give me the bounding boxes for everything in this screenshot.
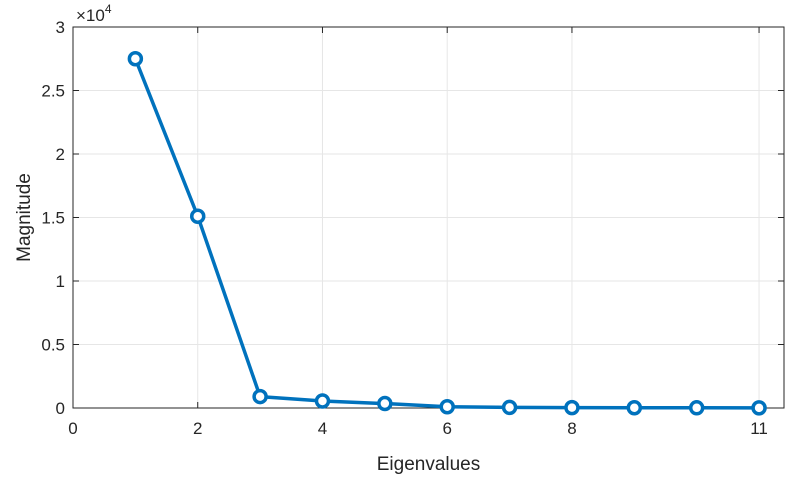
data-point-marker: [377, 395, 393, 412]
data-point-marker: [189, 208, 206, 224]
data-series: [127, 51, 767, 416]
data-point-marker: [688, 400, 705, 416]
y-tick-label: 3: [56, 18, 65, 37]
y-axis-label: Magnitude: [14, 173, 35, 262]
x-tick-label: 4: [318, 419, 327, 438]
data-point-marker: [439, 398, 455, 415]
data-point-marker: [252, 388, 268, 405]
x-tick-label: 0: [68, 419, 77, 438]
y-tick-label: 2: [56, 145, 65, 164]
y-tick-label: 0: [56, 399, 65, 418]
y-axis-exponent-power: 4: [105, 2, 112, 16]
y-tick-label: 1.5: [41, 209, 65, 228]
data-point-marker: [564, 399, 580, 416]
y-axis-exponent: ×104: [76, 2, 112, 25]
data-point-marker: [127, 51, 144, 67]
y-tick-label: 1: [56, 272, 65, 291]
data-point-marker: [501, 399, 518, 416]
x-axis-label: Eigenvalues: [377, 454, 481, 475]
y-tick-label: 0.5: [41, 336, 65, 355]
data-point-marker: [314, 393, 331, 409]
x-tick-label: 6: [442, 419, 451, 438]
x-tick-label: 8: [567, 419, 576, 438]
y-tick-label: 2.5: [41, 82, 65, 101]
x-tick-label: 2: [193, 419, 202, 438]
y-axis-exponent-base: ×10: [76, 6, 105, 25]
data-point-marker: [751, 400, 767, 416]
data-point-marker: [626, 399, 643, 416]
x-tick-label: 11: [750, 419, 768, 438]
